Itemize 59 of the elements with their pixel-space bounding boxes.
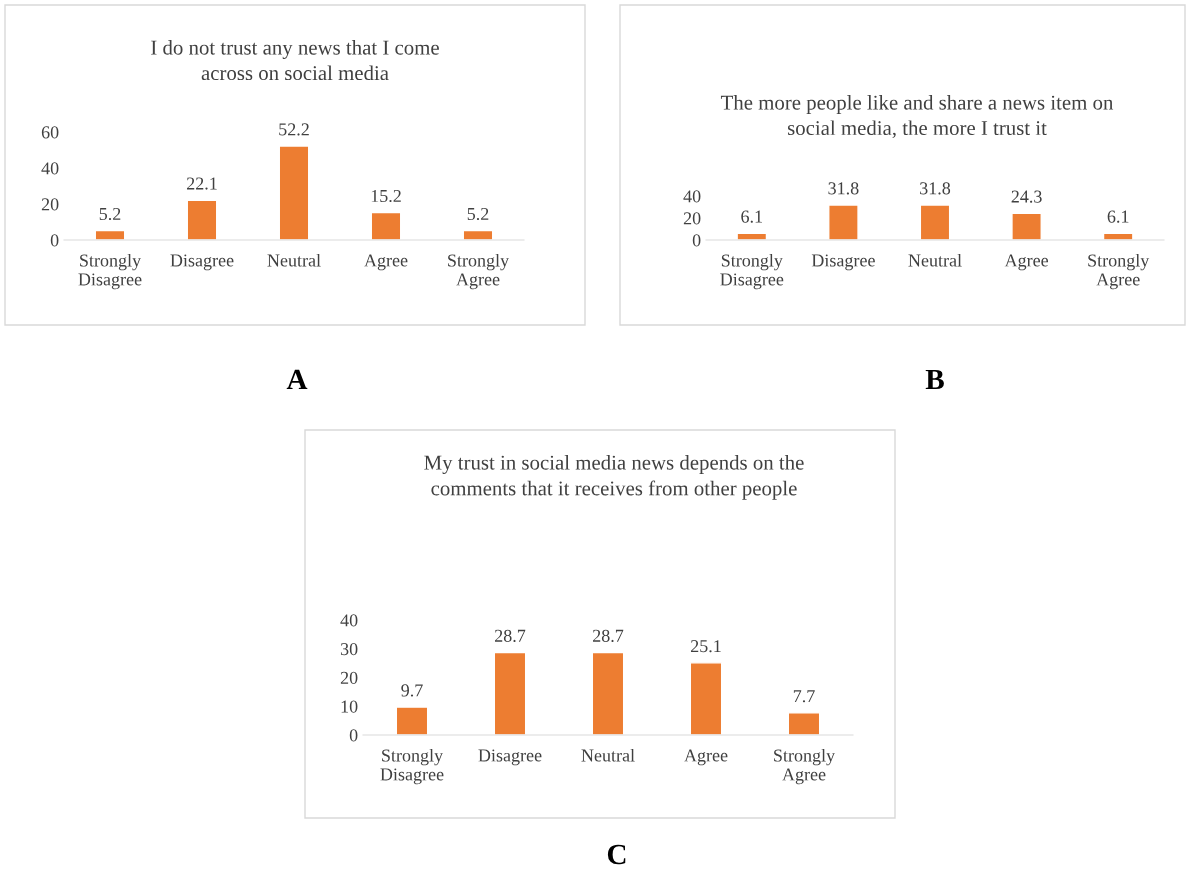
data-label: 5.2: [99, 207, 121, 221]
y-tick-label: 20: [683, 212, 701, 225]
data-label: 52.2: [279, 123, 309, 136]
x-tick-label: Strongly Agree: [1088, 253, 1150, 290]
x-tick-label: Strongly Agree: [448, 253, 510, 290]
text: C: [607, 844, 626, 865]
data-label: 31.8: [828, 182, 859, 195]
x-tick-label: Strongly Disagree: [78, 253, 142, 290]
bar: [493, 651, 527, 735]
x-tick-label: Agree: [1004, 254, 1049, 271]
data-label: 9.7: [401, 684, 423, 697]
data-label: 28.7: [592, 629, 624, 642]
bar: [370, 211, 402, 240]
text: B: [925, 369, 944, 390]
data-label: 7.7: [793, 690, 815, 703]
x-tick-label: Strongly Disagree: [380, 748, 444, 785]
y-tick-label: 0: [349, 729, 358, 742]
x-tick-label: Neutral: [581, 748, 635, 762]
bar: [919, 204, 951, 240]
x-tick-label: Disagree: [811, 254, 875, 271]
x-tick-label: Neutral: [267, 253, 321, 267]
y-tick-label: 40: [340, 614, 358, 627]
x-tick-label: Agree: [364, 254, 408, 271]
y-tick-label: 20: [41, 198, 59, 211]
chart-title: My trust in social media news depends on the comments that it receives from other people: [424, 455, 804, 500]
y-tick-label: 30: [340, 643, 358, 656]
y-tick-label: 0: [50, 234, 59, 247]
y-tick-label: 10: [341, 700, 358, 713]
data-label: 6.1: [1107, 210, 1129, 223]
x-tick-label: Strongly Disagree: [720, 253, 784, 290]
data-label: 5.2: [467, 207, 489, 221]
data-label: 22.1: [186, 177, 217, 190]
x-tick-label: Neutral: [908, 253, 962, 267]
y-tick-label: 40: [683, 190, 701, 203]
bar: [186, 199, 218, 240]
bar: [689, 662, 723, 735]
x-tick-label: Disagree: [478, 749, 542, 766]
y-tick-label: 60: [41, 126, 59, 139]
data-label: 24.3: [1011, 190, 1042, 203]
data-label: 25.1: [690, 640, 721, 653]
bar: [591, 651, 625, 735]
data-label: 31.8: [920, 182, 951, 195]
data-label: 15.2: [371, 189, 401, 203]
y-tick-label: 40: [41, 162, 59, 175]
y-tick-label: 20: [340, 671, 358, 684]
bar: [395, 706, 429, 735]
x-tick-label: Agree: [684, 749, 728, 766]
y-tick-label: 0: [692, 234, 701, 247]
bar: [787, 712, 821, 735]
chart-title: I do not trust any news that I come across on social media: [151, 40, 439, 81]
chart-title: The more people like and share a news item on social media, the more I trust it: [720, 95, 1114, 139]
x-tick-label: Strongly Agree: [774, 748, 836, 785]
bar: [828, 204, 859, 240]
data-label: 6.1: [741, 210, 762, 223]
bar: [278, 145, 310, 240]
x-tick-label: Disagree: [170, 254, 234, 271]
bar: [1011, 212, 1042, 240]
text: A: [286, 369, 308, 390]
data-label: 28.7: [494, 629, 526, 642]
